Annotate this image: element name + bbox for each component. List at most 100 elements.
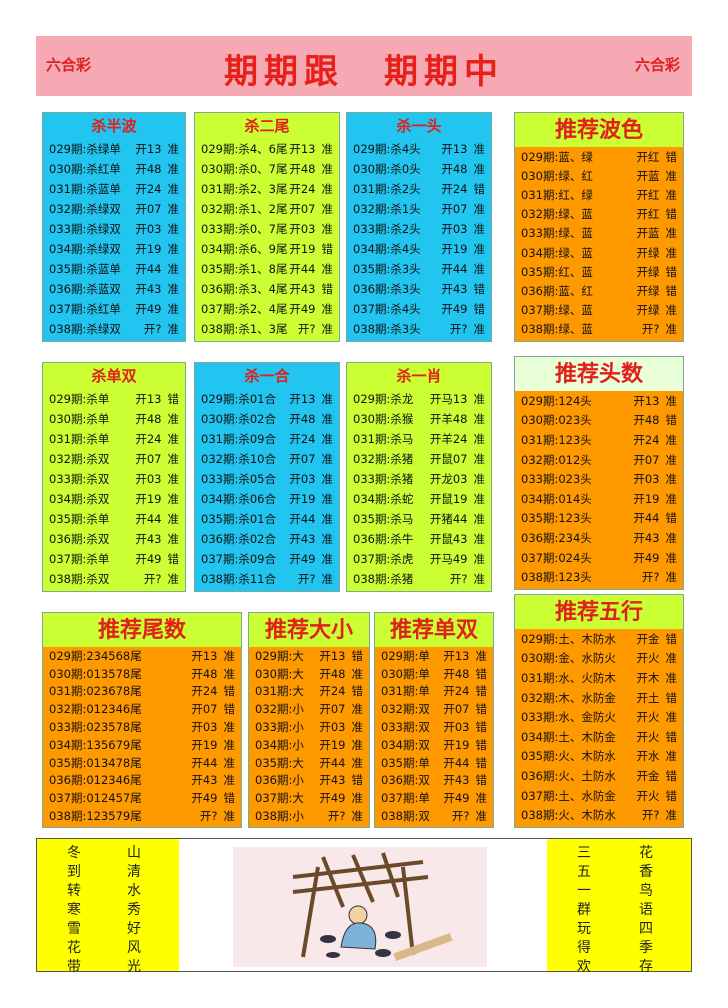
pick: 035期:红、蓝 — [521, 264, 593, 279]
verdict: 准 — [351, 720, 364, 735]
verdict: 准 — [167, 492, 180, 506]
pick: 035期:013478尾 — [49, 755, 142, 770]
verdict: 准 — [665, 651, 678, 666]
result-row: 038期:火、木防水 开? 准 — [515, 805, 683, 825]
verdict: 错 — [223, 684, 236, 699]
verdict: 准 — [167, 322, 180, 336]
draw: 开13 — [135, 392, 162, 406]
verdict: 准 — [665, 710, 678, 725]
result-row: 038期:123579尾 开? 准 — [43, 807, 241, 825]
verdict: 准 — [351, 702, 364, 717]
result-row: 035期:杀单 开44 准 — [43, 509, 185, 529]
verdict: 错 — [475, 773, 488, 788]
pick: 036期:234头 — [521, 530, 592, 545]
draw: 开03 — [633, 472, 660, 487]
verdict: 准 — [167, 412, 180, 426]
panel: 杀二尾 029期:杀4、6尾 开13 准 030期:杀0、7尾 开48 准 031期:杀2、3… — [194, 112, 340, 342]
result-row: 038期:杀3头 开? 准 — [347, 319, 491, 339]
draw: 开13 — [441, 142, 468, 156]
result-row: 034期:双 开19 错 — [375, 736, 493, 754]
pick: 038期:火、木防水 — [521, 808, 616, 823]
draw: 开48 — [135, 162, 162, 176]
pick: 035期:单 — [381, 755, 430, 770]
verdict: 准 — [665, 303, 678, 318]
pick: 036期:杀牛 — [353, 532, 414, 546]
panel: 杀一合 029期:杀01合 开13 准 030期:杀02合 开48 准 031期:杀09合 开2… — [194, 362, 340, 592]
pick: 037期:杀红单 — [49, 302, 121, 316]
pick: 032期:杀双 — [49, 452, 110, 466]
verdict: 准 — [321, 322, 334, 336]
verdict: 准 — [351, 755, 364, 770]
verdict: 错 — [475, 720, 488, 735]
result-row: 033期:杀双 开03 准 — [43, 469, 185, 489]
verdict: 准 — [321, 182, 334, 196]
poem-line: 群语 — [547, 899, 691, 918]
result-row: 034期:杀绿双 开19 准 — [43, 239, 185, 259]
result-row: 038期:123头 开? 准 — [515, 567, 683, 587]
result-row: 032期:杀猪 开鼠07 准 — [347, 449, 491, 469]
pick: 031期:水、火防木 — [521, 670, 616, 685]
pick: 035期:杀1、8尾 — [201, 262, 288, 276]
draw: 开? — [143, 322, 162, 336]
header: 六合彩 期期跟 期期中 六合彩 — [36, 36, 692, 96]
pick: 033期:绿、蓝 — [521, 226, 593, 241]
poem-line: 到清 — [37, 861, 179, 880]
verdict: 准 — [665, 245, 678, 260]
pick: 031期:杀09合 — [201, 432, 276, 446]
draw: 开07 — [633, 452, 660, 467]
pick: 033期:双 — [381, 720, 430, 735]
verdict: 错 — [351, 684, 364, 699]
poem-line: 带光 — [37, 956, 179, 975]
draw: 开19 — [135, 242, 162, 256]
draw: 开猪44 — [429, 512, 468, 526]
verdict: 准 — [167, 532, 180, 546]
result-row: 037期:杀单 开49 错 — [43, 549, 185, 569]
result-row: 037期:024头 开49 准 — [515, 548, 683, 568]
pick: 034期:杀绿双 — [49, 242, 121, 256]
verdict: 准 — [321, 412, 334, 426]
verdict: 准 — [167, 302, 180, 316]
pick: 029期:杀龙 — [353, 392, 414, 406]
draw: 开鼠07 — [429, 452, 468, 466]
draw: 开24 — [633, 432, 660, 447]
result-row: 030期:013578尾 开48 准 — [43, 665, 241, 683]
draw: 开蓝 — [636, 168, 660, 183]
draw: 开19 — [289, 492, 316, 506]
result-row: 036期:012346尾 开43 准 — [43, 772, 241, 790]
draw: 开43 — [633, 530, 660, 545]
pick: 036期:火、土防水 — [521, 768, 616, 783]
poem-line: 玩四 — [547, 918, 691, 937]
result-row: 033期:水、金防火 开火准 — [515, 707, 683, 727]
draw: 开03 — [441, 222, 468, 236]
verdict: 准 — [321, 202, 334, 216]
draw: 开24 — [289, 182, 316, 196]
pick: 034期:杀06合 — [201, 492, 276, 506]
pick: 036期:杀双 — [49, 532, 110, 546]
verdict: 准 — [321, 142, 334, 156]
verdict: 错 — [665, 413, 678, 428]
verdict: 准 — [665, 452, 678, 467]
result-row: 030期:杀0头 开48 准 — [347, 159, 491, 179]
draw: 开马13 — [429, 392, 468, 406]
verdict: 准 — [321, 472, 334, 486]
pick: 035期:杀单 — [49, 512, 110, 526]
result-row: 035期:123头 开44 错 — [515, 509, 683, 529]
result-row: 029期:杀4头 开13 准 — [347, 139, 491, 159]
result-row: 038期:杀绿双 开? 准 — [43, 319, 185, 339]
result-row: 032期:双 开07 错 — [375, 700, 493, 718]
verdict: 准 — [321, 432, 334, 446]
result-row: 034期:小 开19 准 — [249, 736, 369, 754]
result-row: 031期:红、绿 开红准 — [515, 185, 683, 204]
draw: 开? — [451, 809, 470, 824]
verdict: 准 — [665, 550, 678, 565]
result-row: 032期:杀10合 开07 准 — [195, 449, 339, 469]
draw: 开土 — [636, 690, 660, 705]
result-row: 032期:小 开07 准 — [249, 700, 369, 718]
pick: 030期:杀红单 — [49, 162, 121, 176]
verdict: 准 — [473, 532, 486, 546]
pick: 029期:单 — [381, 648, 430, 663]
verdict: 准 — [351, 791, 364, 806]
result-row: 029期:杀龙 开马13 准 — [347, 389, 491, 409]
result-row: 029期:大 开13 错 — [249, 647, 369, 665]
panel-title: 推荐尾数 — [43, 613, 241, 647]
